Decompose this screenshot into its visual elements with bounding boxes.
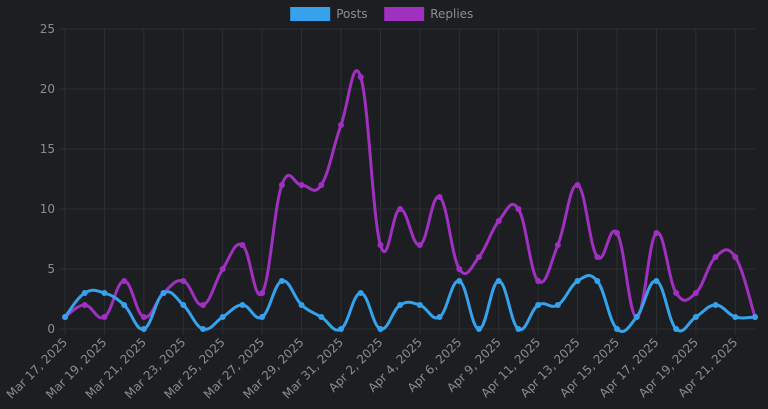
data-point-replies[interactable] [377,242,384,248]
data-point-replies[interactable] [81,302,88,308]
data-point-replies[interactable] [574,182,581,188]
y-tick-label: 25 [40,22,55,36]
data-point-posts[interactable] [200,326,206,332]
data-point-posts[interactable] [357,290,364,296]
data-point-posts[interactable] [338,326,344,332]
data-point-replies[interactable] [357,74,364,80]
y-tick-label: 20 [40,82,55,96]
data-point-posts[interactable] [219,314,226,320]
data-point-replies[interactable] [456,266,463,272]
data-point-posts[interactable] [81,290,88,296]
data-point-posts[interactable] [298,302,305,308]
data-point-posts[interactable] [752,314,758,320]
data-point-posts[interactable] [239,302,246,308]
data-point-posts[interactable] [614,326,620,332]
data-point-posts[interactable] [101,290,108,296]
legend: Posts Replies [290,7,473,21]
legend-swatch-replies[interactable] [384,7,425,21]
data-point-posts[interactable] [456,278,463,284]
data-point-replies[interactable] [673,290,680,296]
data-point-replies[interactable] [692,290,699,296]
y-tick-label: 5 [47,262,55,276]
data-point-posts[interactable] [416,302,423,308]
series-lines [63,69,757,333]
data-point-replies[interactable] [101,314,108,320]
data-point-posts[interactable] [180,302,187,308]
data-point-posts[interactable] [633,314,640,320]
series-points [62,74,758,332]
data-point-posts[interactable] [436,314,443,320]
series-line-posts [63,274,757,333]
data-point-replies[interactable] [397,206,404,212]
data-point-posts[interactable] [318,314,325,320]
data-point-posts[interactable] [495,278,502,284]
legend-swatch-posts[interactable] [290,7,331,21]
data-point-replies[interactable] [219,266,226,272]
y-axis: 0 5 10 15 20 25 [40,22,55,336]
data-point-posts[interactable] [121,302,128,308]
legend-label-posts[interactable]: Posts [336,7,367,21]
data-point-posts[interactable] [259,314,266,320]
data-point-replies[interactable] [594,254,601,260]
data-point-replies[interactable] [318,182,325,188]
data-point-posts[interactable] [515,326,522,332]
data-point-replies[interactable] [259,290,266,296]
grid [59,28,755,335]
legend-label-replies[interactable]: Replies [430,7,473,21]
data-point-posts[interactable] [594,278,601,284]
data-point-posts[interactable] [377,326,384,332]
data-point-posts[interactable] [535,302,542,308]
data-point-posts[interactable] [397,302,404,308]
series-line-replies [63,69,757,320]
data-point-replies[interactable] [554,242,561,248]
data-point-replies[interactable] [298,182,305,188]
data-point-replies[interactable] [121,278,128,284]
data-point-replies[interactable] [535,278,542,284]
data-point-posts[interactable] [712,302,719,308]
data-point-posts[interactable] [62,314,68,320]
data-point-posts[interactable] [673,326,680,332]
data-point-replies[interactable] [476,254,482,260]
data-point-replies[interactable] [140,314,147,320]
y-tick-label: 0 [47,322,55,336]
data-point-posts[interactable] [554,302,561,308]
data-point-posts[interactable] [476,326,482,332]
data-point-replies[interactable] [278,182,285,188]
data-point-posts[interactable] [278,278,285,284]
data-point-replies[interactable] [495,218,502,224]
y-tick-label: 15 [40,142,55,156]
data-point-replies[interactable] [515,206,522,212]
data-point-replies[interactable] [732,254,739,260]
data-point-replies[interactable] [180,278,187,284]
data-point-replies[interactable] [436,194,443,200]
data-point-posts[interactable] [140,326,147,332]
data-point-posts[interactable] [653,278,660,284]
data-point-posts[interactable] [692,314,699,320]
data-point-posts[interactable] [160,290,167,296]
y-tick-label: 10 [40,202,55,216]
data-point-replies[interactable] [712,254,719,260]
data-point-posts[interactable] [732,314,739,320]
data-point-replies[interactable] [239,242,246,248]
data-point-replies[interactable] [200,302,206,308]
data-point-replies[interactable] [653,230,660,236]
data-point-posts[interactable] [574,278,581,284]
data-point-replies[interactable] [338,122,344,128]
data-point-replies[interactable] [614,230,620,236]
data-point-replies[interactable] [416,242,423,248]
